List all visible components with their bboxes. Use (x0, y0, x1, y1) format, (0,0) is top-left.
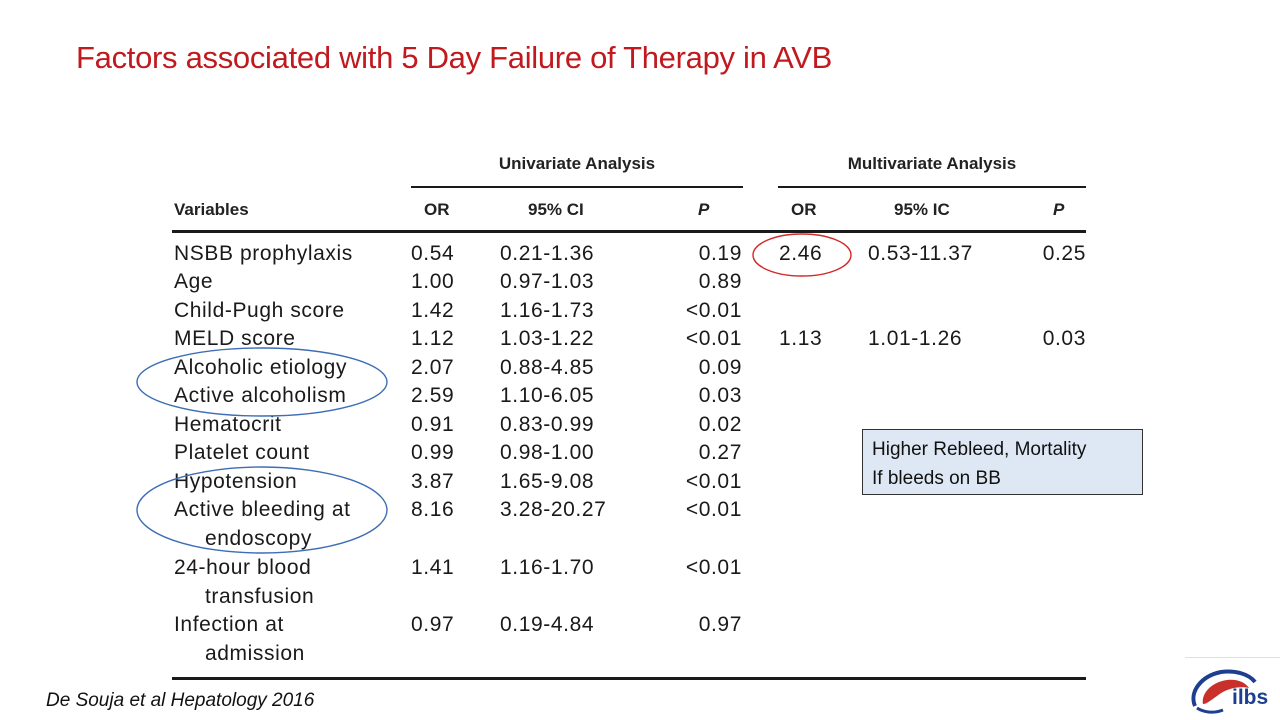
univariate-or-cell: 1.00 (411, 270, 455, 293)
univariate-p-cell: <0.01 (685, 470, 742, 493)
multivariate-p-cell: 0.03 (1042, 327, 1086, 350)
variable-cell: Active bleeding at (174, 498, 351, 521)
univariate-or-cell: 1.41 (411, 556, 455, 579)
ilbs-logo-icon (1191, 669, 1257, 714)
variable-cell-continuation: admission (205, 642, 305, 665)
variable-cell-continuation: endoscopy (205, 527, 312, 550)
header-univariate-or: OR (424, 200, 450, 219)
univariate-p-cell: 0.02 (698, 413, 742, 436)
variable-cell-continuation: transfusion (205, 585, 315, 608)
univariate-or-cell: 2.59 (411, 384, 455, 407)
univariate-ci-cell: 1.16-1.70 (500, 556, 595, 579)
slide-title: Factors associated with 5 Day Failure of… (76, 40, 832, 75)
variable-cell: Platelet count (174, 441, 310, 464)
variable-cell: 24-hour blood (174, 556, 312, 579)
univariate-ci-cell: 1.03-1.22 (500, 327, 595, 350)
variable-cell: Hematocrit (174, 413, 282, 436)
univariate-or-cell: 2.07 (411, 356, 455, 379)
multivariate-p-cell: 0.25 (1042, 242, 1086, 265)
variable-cell: Alcoholic etiology (174, 356, 348, 379)
univariate-p-cell: <0.01 (685, 556, 742, 579)
variable-cell: Active alcoholism (174, 384, 347, 407)
univariate-ci-cell: 0.97-1.03 (500, 270, 595, 293)
univariate-or-cell: 1.42 (411, 299, 455, 322)
multivariate-or-cell: 2.46 (779, 242, 823, 265)
univariate-ci-cell: 1.10-6.05 (500, 384, 595, 407)
univariate-or-cell: 0.91 (411, 413, 455, 436)
univariate-p-cell: <0.01 (685, 498, 742, 521)
header-multivariate-ic: 95% IC (894, 200, 950, 219)
univariate-or-cell: 8.16 (411, 498, 455, 521)
univariate-ci-cell: 0.88-4.85 (500, 356, 595, 379)
univariate-underline (411, 186, 743, 188)
blue-highlight-circle-alcohol (136, 347, 388, 417)
header-univariate-ci: 95% CI (528, 200, 584, 219)
univariate-or-cell: 0.99 (411, 441, 455, 464)
callout-line-1: Higher Rebleed, Mortality (872, 439, 1087, 460)
univariate-p-cell: 0.27 (698, 441, 742, 464)
univariate-or-cell: 1.12 (411, 327, 455, 350)
bottom-rule (172, 677, 1086, 680)
header-variables: Variables (174, 200, 249, 219)
variable-cell: Infection at (174, 613, 284, 636)
callout-box: Higher Rebleed, Mortality If bleeds on B… (862, 429, 1143, 495)
blue-highlight-circle-bleeding (136, 466, 388, 554)
univariate-group-header: Univariate Analysis (498, 154, 656, 173)
callout-line-2: If bleeds on BB (872, 468, 1001, 489)
logo-text: ilbs (1232, 686, 1269, 709)
header-univariate-p: P (698, 200, 710, 219)
univariate-p-cell: 0.89 (698, 270, 742, 293)
univariate-ci-cell: 0.98-1.00 (500, 441, 595, 464)
header-multivariate-p: P (1053, 200, 1065, 219)
citation: De Souja et al Hepatology 2016 (46, 690, 315, 711)
univariate-or-cell: 3.87 (411, 470, 455, 493)
univariate-p-cell: 0.19 (698, 242, 742, 265)
univariate-p-cell: <0.01 (685, 327, 742, 350)
univariate-ci-cell: 0.83-0.99 (500, 413, 595, 436)
univariate-or-cell: 0.97 (411, 613, 455, 636)
multivariate-ic-cell: 0.53-11.37 (868, 242, 973, 265)
header-rule (172, 230, 1086, 233)
variable-cell: Hypotension (174, 470, 298, 493)
univariate-ci-cell: 0.21-1.36 (500, 242, 595, 265)
header-multivariate-or: OR (791, 200, 817, 219)
multivariate-underline (778, 186, 1086, 188)
variable-cell: NSBB prophylaxis (174, 242, 353, 265)
variable-cell: Age (174, 270, 214, 293)
univariate-ci-cell: 1.16-1.73 (500, 299, 595, 322)
variable-cell: Child-Pugh score (174, 299, 345, 322)
variable-cell: MELD score (174, 327, 296, 350)
univariate-p-cell: <0.01 (685, 299, 742, 322)
univariate-p-cell: 0.97 (698, 613, 742, 636)
univariate-ci-cell: 3.28-20.27 (500, 498, 607, 521)
logo-divider (1185, 657, 1280, 658)
multivariate-group-header: Multivariate Analysis (847, 154, 1017, 173)
univariate-p-cell: 0.03 (698, 384, 742, 407)
univariate-p-cell: 0.09 (698, 356, 742, 379)
multivariate-ic-cell: 1.01-1.26 (868, 327, 963, 350)
univariate-ci-cell: 0.19-4.84 (500, 613, 595, 636)
univariate-or-cell: 0.54 (411, 242, 455, 265)
red-highlight-circle (752, 233, 852, 277)
multivariate-or-cell: 1.13 (779, 327, 823, 350)
univariate-ci-cell: 1.65-9.08 (500, 470, 595, 493)
